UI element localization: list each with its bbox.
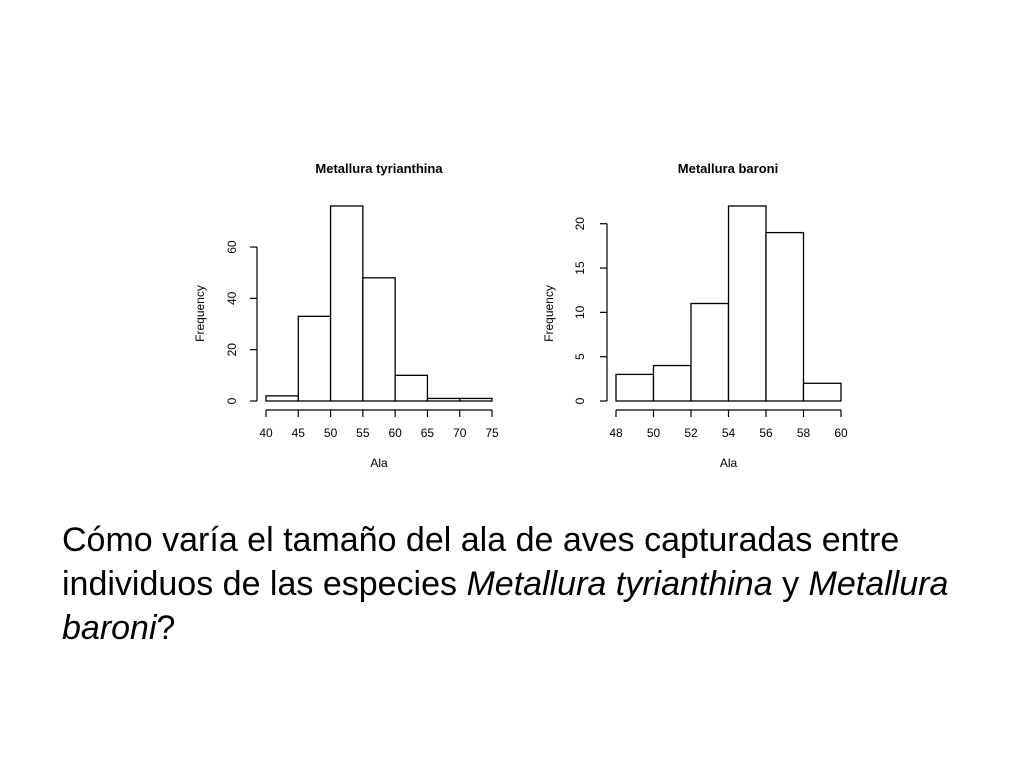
histogram-bar — [690, 302, 730, 402]
x-tick-label: 60 — [834, 426, 848, 440]
x-tick-label: 45 — [292, 426, 306, 440]
y-tick-label: 0 — [225, 397, 239, 404]
x-axis-label: Ala — [370, 456, 388, 470]
y-tick-label: 0 — [573, 397, 587, 404]
y-axis-label: Frequency — [542, 285, 556, 342]
caption-species-1: Metallura tyrianthina — [466, 565, 773, 603]
x-tick-label: 50 — [647, 426, 661, 440]
histogram-bar — [615, 373, 655, 402]
slide-caption: Cómo varía el tamaño del ala de aves cap… — [62, 518, 982, 650]
caption-text-2: y — [772, 565, 809, 603]
histogram-bar — [459, 397, 493, 402]
x-tick-label: 52 — [684, 426, 698, 440]
x-tick-label: 65 — [421, 426, 435, 440]
histogram-baroni: Metallura baroni 48 50 52 54 56 58 60 0 5 10 15 20 Al… — [542, 161, 848, 470]
x-tick-label: 50 — [324, 426, 338, 440]
y-tick-label: 10 — [573, 305, 587, 319]
y-tick-label: 20 — [573, 217, 587, 231]
x-tick-label: 58 — [797, 426, 811, 440]
y-tick-label: 20 — [225, 343, 239, 357]
y-tick-label: 40 — [225, 291, 239, 305]
histogram-bar — [765, 231, 805, 402]
histogram-bar — [329, 205, 364, 402]
x-axis-label: Ala — [720, 456, 738, 470]
x-tick-label: 54 — [722, 426, 736, 440]
histogram-bar — [652, 364, 692, 402]
histogram-bar — [426, 397, 461, 402]
y-axis-label: Frequency — [193, 285, 207, 342]
histogram-tyrianthina: Metallura tyrianthina 40 45 50 55 60 65 70 75 0 20… — [193, 161, 499, 470]
caption-text-1: Cómo varía el tamaño del ala de aves cap… — [62, 521, 900, 603]
caption-species-2: Metallura baroni — [62, 565, 949, 647]
histogram-bar — [727, 205, 767, 402]
histogram-bar — [297, 315, 332, 402]
y-tick-label: 5 — [573, 353, 587, 360]
histogram-bar — [362, 277, 396, 402]
histogram-bar — [394, 374, 429, 402]
x-tick-label: 48 — [609, 426, 623, 440]
caption-text-3: ? — [156, 609, 176, 647]
chart-title: Metallura baroni — [678, 161, 778, 176]
x-tick-label: 75 — [485, 426, 499, 440]
x-tick-label: 70 — [453, 426, 467, 440]
y-tick-label: 15 — [573, 261, 587, 275]
y-tick-label: 60 — [225, 240, 239, 254]
chart-title: Metallura tyrianthina — [315, 161, 443, 176]
histogram-bar — [802, 382, 842, 402]
x-tick-label: 40 — [259, 426, 273, 440]
x-tick-label: 55 — [356, 426, 370, 440]
x-tick-label: 60 — [388, 426, 402, 440]
histogram-bar — [265, 395, 299, 402]
x-tick-label: 56 — [759, 426, 773, 440]
